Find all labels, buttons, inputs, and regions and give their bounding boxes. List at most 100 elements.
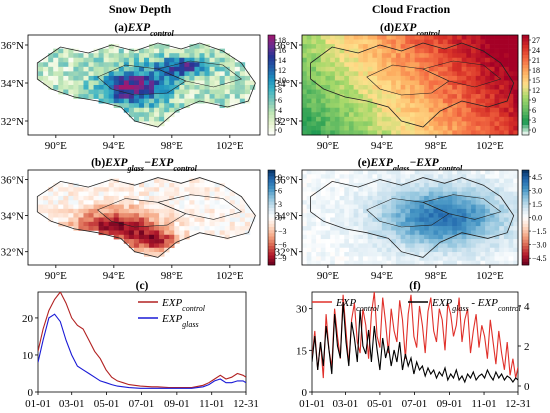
map-cell — [513, 234, 519, 240]
map-cell — [353, 107, 359, 113]
map-cell — [452, 200, 458, 205]
map-cell — [428, 121, 434, 127]
map-cell — [348, 247, 354, 253]
map-cell — [302, 71, 307, 77]
map-cell — [348, 98, 354, 104]
map-cell — [424, 260, 430, 266]
map-cell — [419, 243, 425, 249]
map-cell — [144, 89, 150, 95]
map-cell — [395, 213, 401, 218]
map-cell — [367, 44, 373, 49]
map-cell — [400, 182, 406, 188]
map-cell — [377, 80, 383, 86]
map-cell — [400, 75, 406, 81]
map-cell — [149, 247, 155, 253]
map-cell — [489, 125, 495, 131]
map-cell — [118, 217, 125, 223]
map-cell — [466, 252, 472, 257]
map-cell — [395, 71, 401, 77]
map-cell — [386, 178, 392, 184]
map-cell — [372, 243, 378, 249]
map-cell — [68, 75, 74, 81]
map-cell — [499, 44, 505, 49]
map-cell — [503, 125, 509, 131]
colorbar-tick-label: 24 — [532, 46, 540, 55]
colorbar-segment — [268, 208, 275, 212]
map-cell — [442, 130, 448, 136]
map-cell — [209, 213, 215, 218]
map-cell — [456, 187, 462, 192]
map-cell — [133, 195, 140, 201]
map-cell — [320, 182, 326, 188]
map-cell — [244, 213, 251, 218]
map-cell — [461, 178, 467, 184]
map-cell — [214, 217, 220, 223]
map-cell — [353, 195, 359, 201]
y2-tick-label: 2 — [524, 341, 530, 353]
map-cell — [367, 80, 373, 86]
map-cell — [395, 116, 401, 122]
map-cell — [377, 204, 383, 210]
map-cell — [489, 57, 495, 63]
map-cell — [138, 213, 145, 218]
map-cell — [98, 66, 104, 72]
map-cell — [367, 221, 373, 227]
map-cell — [386, 170, 392, 175]
map-cell — [311, 230, 317, 236]
map-cell — [461, 85, 467, 90]
map-cell — [466, 44, 472, 49]
map-cell — [316, 243, 322, 249]
map-cell — [311, 260, 317, 266]
map-cell — [405, 98, 411, 104]
map-cell — [391, 256, 397, 261]
map-cell — [456, 217, 462, 223]
legend-label: EXPglass - EXPcontrol — [431, 297, 522, 313]
map-cell — [494, 213, 500, 218]
map-cell — [513, 53, 519, 59]
map-cell — [179, 80, 185, 86]
map-cell — [410, 39, 415, 45]
map-cell — [363, 39, 369, 45]
map-cell — [485, 170, 491, 175]
map-cell — [88, 221, 94, 227]
map-cell — [442, 85, 448, 90]
map-cell — [93, 182, 99, 188]
map-cell — [410, 116, 415, 122]
map-cell — [133, 75, 140, 81]
map-cell — [43, 208, 49, 214]
map-cell — [447, 178, 453, 184]
map-cell — [334, 226, 340, 231]
map-cell — [395, 247, 401, 253]
map-cell — [381, 243, 387, 249]
map-cell — [108, 94, 115, 99]
map-cell — [428, 94, 434, 99]
map-cell — [353, 239, 359, 244]
map-cell — [466, 256, 472, 261]
map-cell — [438, 130, 444, 136]
map-cell — [164, 187, 170, 192]
map-cell — [174, 80, 180, 86]
map-cell — [330, 85, 336, 90]
map-cell — [508, 48, 514, 54]
map-cell — [386, 195, 392, 201]
map-cell — [325, 75, 331, 81]
map-cell — [419, 116, 425, 122]
map-cell — [428, 182, 434, 188]
colorbar-frame — [267, 34, 276, 136]
map-cell — [83, 80, 89, 86]
colorbar-segment — [522, 98, 529, 102]
map-cell — [118, 53, 125, 59]
map-cell — [118, 200, 125, 205]
map-cell — [395, 256, 401, 261]
map-cell — [154, 75, 160, 81]
map-cell — [386, 226, 392, 231]
map-cell — [108, 53, 115, 59]
map-cell — [400, 174, 406, 179]
map-cell — [133, 208, 140, 214]
map-cell — [53, 217, 59, 223]
map-cell — [489, 191, 495, 197]
map-cell — [461, 234, 467, 240]
map-cell — [377, 187, 383, 192]
map-cell — [204, 75, 210, 81]
map-cell — [325, 234, 331, 240]
